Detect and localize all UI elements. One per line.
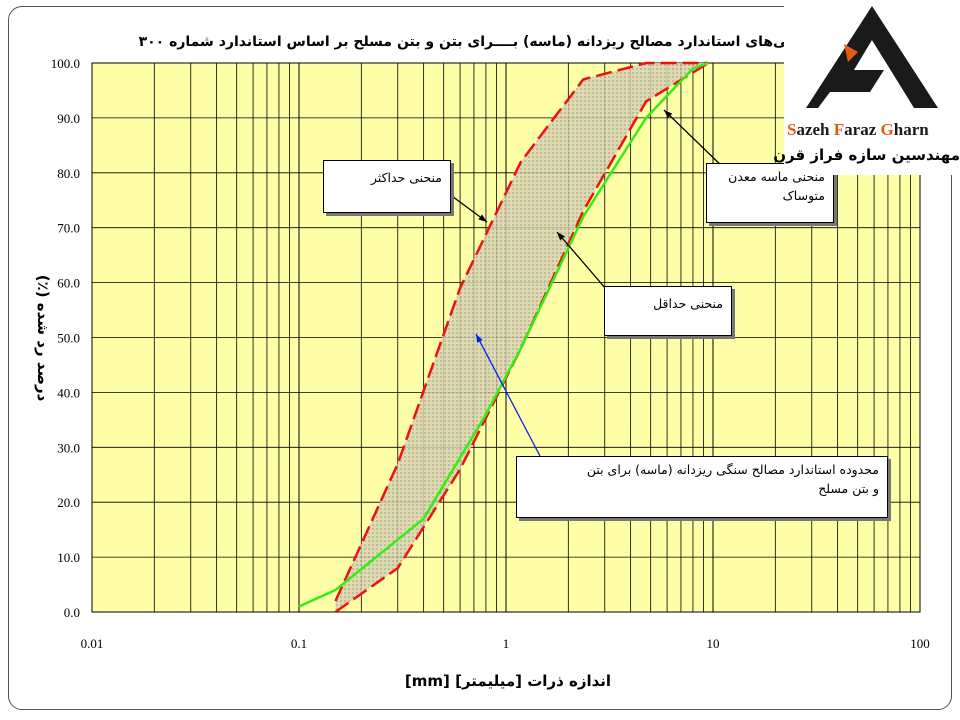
series-max-line (334, 61, 709, 602)
callout-band-line1: محدوده استاندارد مصالح سنگی ریزدانه (ماس… (586, 462, 879, 477)
y-tick-label: 60.0 (57, 276, 80, 291)
x-tick-label: 0.01 (81, 636, 104, 651)
logo-brand-end: harn (893, 120, 929, 139)
x-tick-label: 100 (910, 636, 930, 651)
callout-max-text: منحنی حداکثر (370, 170, 442, 185)
callout-min-curve: منحنی حداقل (604, 286, 732, 336)
y-tick-label: 100.0 (51, 56, 80, 71)
y-tick-label: 10.0 (57, 550, 80, 565)
callout-max-curve: منحنی حداکثر (323, 160, 451, 213)
series-min-line (334, 61, 710, 614)
series-sample-line (298, 61, 709, 608)
logo-persian-name: مهندسین سازه فراز قرن (773, 146, 960, 164)
y-tick-label: 30.0 (57, 440, 80, 455)
y-axis-label: درصد رد شده (٪) (34, 275, 52, 402)
series-layer (298, 61, 710, 614)
y-tick-label: 50.0 (57, 331, 80, 346)
arrow-min-curve (556, 231, 613, 297)
x-tick-label: 0.1 (291, 636, 307, 651)
x-tick-label: 10 (707, 636, 720, 651)
x-tick-labels: 0.01 0.1 1 10 100 (81, 636, 930, 651)
arrow-standard-band-head (476, 334, 483, 343)
y-tick-label: 0.0 (64, 605, 80, 620)
logo-mark-icon (806, 6, 938, 108)
logo-brand-mid2: araz (844, 120, 881, 139)
callout-standard-band: محدوده استاندارد مصالح سنگی ریزدانه (ماس… (516, 456, 888, 518)
x-tick-label: 1 (503, 636, 510, 651)
y-tick-label: 40.0 (57, 385, 80, 400)
arrow-standard-band (475, 333, 541, 457)
y-tick-label: 20.0 (57, 495, 80, 510)
callout-min-text: منحنی حداقل (653, 296, 723, 311)
arrow-sample-curve-head (664, 110, 673, 119)
callout-band-line2: و بتن مسلح (818, 480, 879, 496)
chart-title: منحنی‌های استاندارد مصالح ریزدانه (ماسه)… (139, 34, 818, 50)
x-axis-label: اندازه ذرات [میلیمتر] [mm] (405, 672, 611, 690)
logo-brand-text: Sazeh Faraz Gharn (787, 120, 929, 140)
y-tick-labels: 0.0 10.0 20.0 30.0 40.0 50.0 60.0 70.0 80.0 90.0 1… (51, 56, 80, 620)
logo-brand-f: F (833, 120, 845, 139)
standard-band-fill (335, 63, 709, 612)
y-tick-label: 90.0 (57, 111, 80, 126)
arrow-min-curve-head (557, 232, 565, 241)
callout-sample-line2: متوساک (782, 187, 825, 203)
company-logo: Sazeh Faraz Gharn مهندسین سازه فراز قرن (773, 0, 960, 175)
arrow-max-curve-head (478, 214, 487, 222)
y-tick-label: 70.0 (57, 221, 80, 236)
logo-brand-mid1: azeh (796, 120, 834, 139)
slide-frame (8, 6, 952, 710)
y-tick-label: 80.0 (57, 166, 80, 181)
logo-brand-s: S (787, 120, 797, 139)
arrow-sample-curve (663, 109, 729, 173)
logo-brand-g: G (880, 120, 894, 139)
